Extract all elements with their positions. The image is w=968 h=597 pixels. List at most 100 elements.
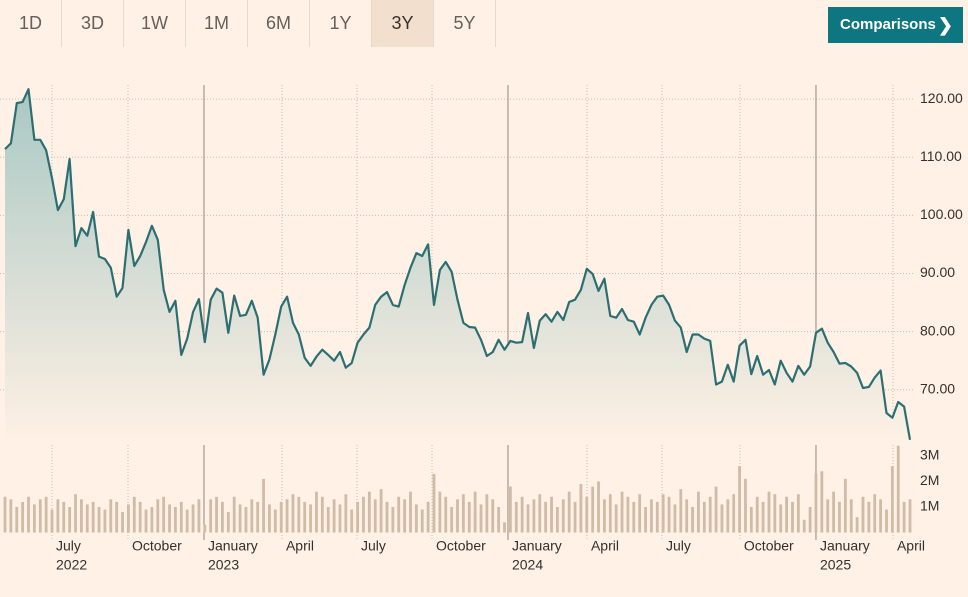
volume-bar (44, 496, 48, 533)
volume-bar (520, 496, 524, 533)
volume-bar (297, 496, 301, 533)
volume-bar (362, 496, 365, 533)
y-tick-label: 90.00 (920, 264, 955, 280)
volume-bar (467, 501, 471, 533)
volume-bar (250, 499, 254, 533)
volume-bar (685, 499, 689, 533)
volume-bar (650, 499, 653, 533)
volume-bar (232, 496, 236, 533)
y-tick-label: 70.00 (920, 380, 955, 396)
volume-bar (309, 504, 312, 533)
y-tick-label: 80.00 (920, 322, 955, 338)
volume-bar (749, 506, 753, 533)
volume-bar (367, 491, 371, 533)
volume-bar (691, 506, 694, 533)
volume-bar (879, 499, 883, 533)
volume-bar (485, 494, 489, 533)
range-tab[interactable]: 6M (248, 0, 310, 47)
volume-bar (338, 504, 342, 533)
volume-bar (132, 496, 136, 533)
volume-bar (755, 496, 759, 533)
volume-bar (168, 504, 171, 533)
x-tick-label: July (361, 538, 386, 554)
volume-bar (3, 496, 7, 533)
range-tab[interactable]: 1Y (310, 0, 372, 47)
volume-bar (744, 478, 747, 533)
volume-bar (27, 496, 30, 533)
x-tick-label: April (591, 538, 619, 554)
range-tab[interactable]: 5Y (434, 0, 496, 47)
volume-bar (573, 501, 577, 533)
volume-bar (179, 501, 183, 533)
volume-bar (456, 499, 459, 533)
volume-bar (79, 499, 83, 533)
volume-bar (320, 496, 324, 533)
comparisons-button[interactable]: Comparisons ❯ (828, 7, 963, 43)
x-year-label: 2022 (56, 557, 87, 573)
volume-bar (885, 509, 888, 533)
volume-bar (855, 517, 859, 533)
volume-bar (74, 494, 77, 533)
volume-bar (315, 491, 318, 533)
volume-bar (697, 491, 700, 533)
volume-bar (532, 499, 536, 533)
volume-bar (644, 506, 647, 533)
volume-bar (673, 504, 677, 533)
volume-bar (332, 499, 336, 533)
volume-bar (256, 501, 260, 533)
volume-bar (326, 506, 330, 533)
volume-bar (508, 486, 512, 533)
x-tick-label: January (208, 538, 258, 554)
range-tab[interactable]: 1M (186, 0, 248, 47)
volume-bar (702, 501, 706, 533)
volume-bar (849, 499, 853, 533)
volume-bar (585, 496, 589, 533)
volume-bar (291, 494, 295, 533)
volume-bar (802, 519, 806, 533)
volume-bar (890, 466, 894, 533)
volume-bar (714, 486, 718, 533)
price-line (4, 88, 912, 440)
volume-bar (109, 499, 113, 533)
volume-bar (221, 501, 224, 533)
volume-bar (15, 506, 19, 533)
range-tab[interactable]: 1W (124, 0, 186, 47)
volume-bar (473, 491, 477, 533)
volume-bar (761, 501, 765, 533)
x-year-label: 2025 (820, 557, 851, 573)
range-tab[interactable]: 3Y (372, 0, 434, 47)
volume-bar (403, 499, 407, 533)
volume-bar (614, 504, 618, 533)
volume-bar (667, 496, 671, 533)
y-tick-label: 110.00 (920, 148, 962, 164)
volume-bar (779, 504, 783, 533)
volume-bar (262, 478, 265, 533)
volume-bar (127, 504, 130, 533)
volume-bar (820, 471, 824, 533)
volume-bar (209, 499, 213, 533)
volume-bar (655, 501, 659, 533)
volume-bar (268, 504, 271, 533)
volume-bar (103, 509, 107, 533)
volume-bar (497, 506, 501, 533)
volume-bar (397, 496, 401, 533)
y-tick-label: 120.00 (920, 90, 963, 106)
y-tick-label: 100.00 (920, 206, 963, 222)
volume-bar (9, 499, 13, 533)
volume-bar (150, 506, 154, 533)
volume-bar (461, 494, 465, 533)
volume-bar (144, 509, 148, 533)
volume-bar (373, 499, 377, 533)
range-tab[interactable]: 1D (0, 0, 62, 47)
volume-bar (732, 494, 736, 533)
volume-bar (738, 466, 741, 533)
volume-bar (538, 494, 542, 533)
volume-bar (21, 501, 25, 533)
range-tab[interactable]: 3D (62, 0, 124, 47)
volume-bar (843, 478, 847, 533)
volume-bar (426, 501, 430, 533)
x-year-label: 2023 (208, 557, 239, 573)
volume-bar (414, 504, 418, 533)
volume-bar (191, 504, 195, 533)
